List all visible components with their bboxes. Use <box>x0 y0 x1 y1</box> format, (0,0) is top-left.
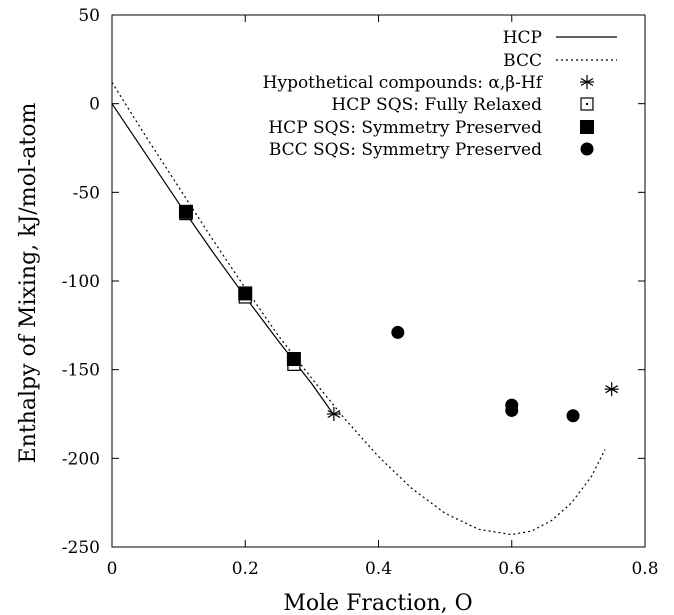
filled-square-point <box>178 204 193 219</box>
legend-label: Hypothetical compounds: α,β-Hf <box>263 73 544 93</box>
x-tick-label: 0.4 <box>365 559 392 579</box>
legend-label: BCC <box>503 51 542 71</box>
x-axis-label: Mole Fraction, O <box>283 591 472 615</box>
filled-square-point <box>238 286 253 301</box>
asterisk-point <box>604 382 619 397</box>
filled-circle-point <box>566 409 580 423</box>
y-tick-label: -100 <box>62 272 100 292</box>
filled-circle-point <box>391 325 405 339</box>
x-tick-label: 0 <box>107 559 118 579</box>
filled-circle-point <box>505 403 519 417</box>
x-tick-label: 0.6 <box>498 559 525 579</box>
legend-marker-sample <box>580 142 594 156</box>
legend-marker-sample <box>580 120 594 134</box>
x-tick-label: 0.8 <box>631 559 658 579</box>
hcp-curve <box>111 103 334 415</box>
y-tick-label: -200 <box>62 449 100 469</box>
y-tick-label: 0 <box>89 95 100 115</box>
legend-label: HCP <box>503 28 542 48</box>
filled-square-point <box>286 352 301 367</box>
legend-label: HCP SQS: Symmetry Preserved <box>268 118 542 138</box>
y-axis-label: Enthalpy of Mixing, kJ/mol-atom <box>16 103 41 464</box>
legend-label: HCP SQS: Fully Relaxed <box>331 95 542 115</box>
open-square-dot <box>586 103 588 105</box>
y-tick-label: -150 <box>62 361 100 381</box>
y-tick-label: -50 <box>73 183 100 203</box>
legend-marker-sample <box>580 97 594 111</box>
legend-label: BCC SQS: Symmetry Preserved <box>269 140 542 160</box>
bcc-curve <box>111 82 606 536</box>
asterisk-point <box>326 407 341 421</box>
legend-marker-sample <box>580 75 594 89</box>
y-tick-label: 50 <box>78 6 100 26</box>
y-tick-label: -250 <box>62 538 100 558</box>
x-tick-label: 0.2 <box>232 559 259 579</box>
